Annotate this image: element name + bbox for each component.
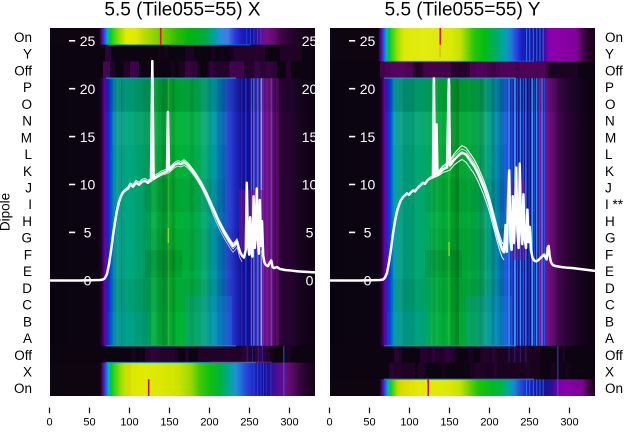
svg-text:5.5 (Tile055=55) Y: 5.5 (Tile055=55) Y	[385, 0, 541, 21]
svg-text:A: A	[605, 331, 614, 346]
svg-text:150: 150	[160, 417, 178, 429]
svg-text:5.5 (Tile055=55) X: 5.5 (Tile055=55) X	[104, 0, 260, 21]
svg-text:O: O	[21, 97, 32, 112]
svg-text:0: 0	[46, 417, 52, 429]
svg-text:D: D	[22, 281, 32, 296]
svg-text:Off: Off	[605, 348, 623, 363]
svg-text:20: 20	[302, 81, 318, 97]
svg-text:On: On	[605, 381, 623, 396]
svg-text:15: 15	[360, 129, 376, 145]
svg-text:E: E	[605, 264, 614, 279]
svg-text:B: B	[23, 314, 32, 329]
svg-text:O: O	[605, 97, 616, 112]
svg-text:H: H	[605, 214, 615, 229]
svg-text:150: 150	[440, 417, 458, 429]
svg-text:Off: Off	[14, 63, 32, 78]
svg-text:0: 0	[364, 273, 372, 289]
svg-text:5: 5	[84, 225, 92, 241]
svg-text:J: J	[605, 181, 612, 196]
svg-text:D: D	[605, 281, 615, 296]
svg-text:250: 250	[520, 417, 538, 429]
svg-text:0: 0	[326, 417, 332, 429]
svg-text:N: N	[22, 114, 32, 129]
svg-text:5: 5	[306, 225, 314, 241]
svg-text:F: F	[605, 247, 613, 262]
svg-text:300: 300	[280, 417, 298, 429]
svg-text:A: A	[23, 331, 32, 346]
svg-text:10: 10	[360, 177, 376, 193]
svg-text:K: K	[23, 164, 32, 179]
svg-text:I: I	[28, 197, 32, 212]
svg-text:On: On	[14, 30, 32, 45]
svg-text:200: 200	[200, 417, 218, 429]
svg-text:200: 200	[480, 417, 498, 429]
svg-text:X: X	[23, 365, 32, 380]
svg-text:250: 250	[240, 417, 258, 429]
svg-text:On: On	[14, 381, 32, 396]
svg-text:On: On	[605, 30, 623, 45]
svg-text:Y: Y	[605, 47, 614, 62]
svg-text:K: K	[605, 164, 614, 179]
svg-text:P: P	[605, 80, 614, 95]
svg-text:I **: I **	[605, 197, 624, 212]
svg-text:E: E	[23, 264, 32, 279]
svg-text:N: N	[605, 114, 615, 129]
svg-text:25: 25	[80, 33, 96, 49]
svg-text:300: 300	[560, 417, 578, 429]
svg-text:5: 5	[364, 225, 372, 241]
svg-text:G: G	[605, 231, 616, 246]
svg-text:C: C	[22, 298, 32, 313]
svg-text:P: P	[23, 80, 32, 95]
svg-text:F: F	[24, 247, 32, 262]
svg-text:0: 0	[306, 273, 314, 289]
svg-text:100: 100	[120, 417, 138, 429]
svg-text:C: C	[605, 298, 615, 313]
svg-text:H: H	[22, 214, 32, 229]
svg-text:10: 10	[302, 177, 318, 193]
svg-text:50: 50	[83, 417, 95, 429]
svg-text:50: 50	[363, 417, 375, 429]
svg-text:Dipole: Dipole	[0, 193, 13, 231]
svg-text:20: 20	[80, 81, 96, 97]
svg-text:25: 25	[360, 33, 376, 49]
svg-text:J: J	[25, 181, 32, 196]
svg-text:Off: Off	[14, 348, 32, 363]
svg-text:20: 20	[360, 81, 376, 97]
svg-text:Y: Y	[23, 47, 32, 62]
svg-text:M: M	[605, 130, 616, 145]
svg-text:Off: Off	[605, 63, 623, 78]
svg-text:100: 100	[400, 417, 418, 429]
svg-text:0: 0	[84, 273, 92, 289]
svg-text:15: 15	[302, 129, 318, 145]
svg-text:15: 15	[80, 129, 96, 145]
svg-text:L: L	[24, 147, 32, 162]
svg-text:M: M	[21, 130, 32, 145]
svg-text:L: L	[605, 147, 613, 162]
svg-text:X: X	[605, 365, 614, 380]
svg-text:G: G	[21, 231, 32, 246]
svg-text:B: B	[605, 314, 614, 329]
svg-text:10: 10	[80, 177, 96, 193]
svg-text:25: 25	[302, 33, 318, 49]
